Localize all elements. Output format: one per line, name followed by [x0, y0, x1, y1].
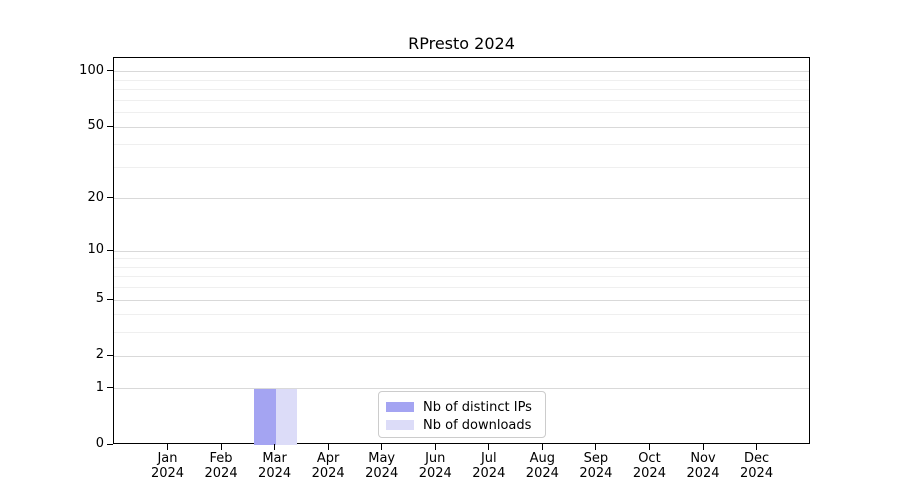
y-tick-mark-50 [107, 125, 113, 127]
x-tick-mark-feb-2024 [220, 444, 222, 450]
x-tick-label-jun-2024: Jun 2024 [403, 451, 467, 481]
x-tick-mark-oct-2024 [648, 444, 650, 450]
y-tick-mark-2 [107, 354, 113, 356]
y-major-gridline-50 [114, 126, 809, 128]
x-tick-mark-nov-2024 [702, 444, 704, 450]
x-tick-mark-jun-2024 [434, 444, 436, 450]
x-tick-label-year: 2024 [204, 466, 238, 481]
y-minor-gridline-90 [114, 79, 809, 81]
x-tick-label-aug-2024: Aug 2024 [510, 451, 574, 481]
bar-nb-of-downloads-mar-2024 [275, 388, 297, 445]
x-tick-mark-may-2024 [381, 444, 383, 450]
x-tick-label-year: 2024 [686, 466, 720, 481]
y-tick-mark-5 [107, 298, 113, 300]
legend-label-downloads: Nb of downloads [423, 417, 532, 433]
x-tick-label-year: 2024 [740, 466, 774, 481]
y-tick-label-20: 20 [87, 189, 104, 205]
x-tick-mark-dec-2024 [756, 444, 758, 450]
x-tick-label-year: 2024 [472, 466, 506, 481]
y-tick-mark-10 [107, 249, 113, 251]
y-minor-gridline-7 [114, 276, 809, 278]
x-tick-label-month: Oct [638, 451, 661, 466]
x-tick-label-year: 2024 [579, 466, 613, 481]
y-minor-gridline-30 [114, 166, 809, 168]
y-tick-label-50: 50 [87, 118, 104, 134]
x-tick-label-year: 2024 [418, 466, 452, 481]
y-minor-gridline-70 [114, 99, 809, 101]
y-minor-gridline-6 [114, 287, 809, 289]
y-minor-gridline-3 [114, 332, 809, 334]
y-tick-label-2: 2 [95, 347, 104, 363]
x-tick-label-year: 2024 [311, 466, 345, 481]
x-tick-label-jul-2024: Jul 2024 [457, 451, 521, 481]
x-tick-label-sep-2024: Sep 2024 [564, 451, 628, 481]
x-tick-label-month: Jul [480, 451, 497, 466]
y-minor-gridline-40 [114, 144, 809, 146]
x-tick-label-apr-2024: Apr 2024 [296, 451, 360, 481]
y-major-gridline-1 [114, 388, 809, 390]
x-tick-label-year: 2024 [150, 466, 185, 481]
y-minor-gridline-9 [114, 258, 809, 260]
x-tick-label-year: 2024 [632, 466, 666, 481]
y-minor-gridline-80 [114, 89, 809, 91]
y-tick-mark-100 [107, 70, 113, 72]
legend-item-distinct-ips: Nb of distinct IPs [386, 398, 545, 416]
y-tick-label-5: 5 [95, 291, 104, 307]
x-tick-label-month: Jan [157, 451, 178, 466]
x-tick-label-year: 2024 [365, 466, 399, 481]
x-tick-label-may-2024: May 2024 [350, 451, 414, 481]
legend-swatch-downloads [386, 420, 414, 430]
x-tick-label-mar-2024: Mar 2024 [243, 451, 307, 481]
x-tick-label-month: Apr [316, 451, 340, 466]
x-tick-label-month: Nov [690, 451, 716, 466]
x-tick-label-feb-2024: Feb 2024 [189, 451, 253, 481]
y-major-gridline-10 [114, 250, 809, 252]
x-tick-label-month: May [368, 451, 396, 466]
x-tick-mark-aug-2024 [541, 444, 543, 450]
legend-swatch-distinct-ips [386, 402, 414, 412]
x-tick-label-dec-2024: Dec 2024 [725, 451, 789, 481]
x-tick-label-month: Jun [425, 451, 446, 466]
x-tick-label-year: 2024 [258, 466, 292, 481]
y-tick-label-1: 1 [95, 379, 104, 395]
y-major-gridline-100 [114, 71, 809, 73]
y-minor-gridline-8 [114, 266, 809, 268]
y-tick-label-10: 10 [87, 242, 104, 258]
y-tick-mark-0 [107, 443, 113, 445]
plot-area [113, 57, 810, 445]
x-tick-label-month: Dec [743, 451, 770, 466]
y-major-gridline-20 [114, 198, 809, 200]
chart-title: RPresto 2024 [408, 34, 515, 53]
x-tick-label-nov-2024: Nov 2024 [671, 451, 735, 481]
y-minor-gridline-60 [114, 112, 809, 114]
x-tick-label-jan-2024: Jan 2024 [136, 451, 200, 481]
y-major-gridline-5 [114, 299, 809, 301]
legend-item-downloads: Nb of downloads [386, 416, 545, 434]
x-tick-mark-sep-2024 [595, 444, 597, 450]
x-tick-label-month: Aug [529, 451, 556, 466]
x-tick-label-month: Sep [583, 451, 609, 466]
x-tick-mark-jul-2024 [488, 444, 490, 450]
legend-label-distinct-ips: Nb of distinct IPs [423, 399, 532, 415]
x-tick-label-year: 2024 [525, 466, 559, 481]
x-tick-mark-apr-2024 [327, 444, 329, 450]
legend: Nb of distinct IPs Nb of downloads [378, 391, 546, 438]
x-tick-mark-jan-2024 [167, 444, 168, 450]
y-tick-label-0: 0 [95, 436, 104, 451]
bar-nb-of-distinct-ips-mar-2024 [254, 388, 276, 445]
x-tick-label-month: Mar [262, 451, 287, 466]
y-tick-mark-1 [107, 387, 113, 389]
y-tick-mark-20 [107, 197, 113, 199]
x-tick-label-month: Feb [209, 451, 233, 466]
x-tick-label-oct-2024: Oct 2024 [617, 451, 681, 481]
y-major-gridline-2 [114, 355, 809, 357]
y-minor-gridline-4 [114, 314, 809, 316]
y-tick-label-100: 100 [79, 62, 104, 78]
x-tick-mark-mar-2024 [274, 444, 276, 450]
